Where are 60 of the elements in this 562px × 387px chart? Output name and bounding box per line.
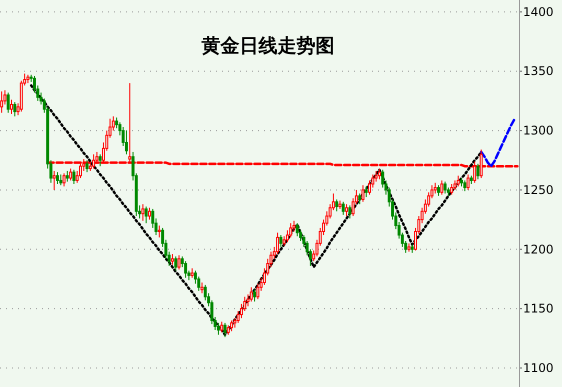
candlestick (144, 206, 148, 224)
candlestick (253, 289, 256, 302)
candlestick (52, 170, 56, 190)
candlestick (463, 180, 466, 192)
candlestick (345, 204, 348, 217)
candlestick (0, 90, 4, 114)
candlestick (178, 254, 181, 270)
candlestick (200, 282, 204, 294)
candlestick (6, 92, 10, 114)
candlestick (378, 168, 381, 180)
candlestick (437, 184, 440, 196)
candlestick (453, 180, 456, 190)
candlestick (86, 160, 89, 173)
candlestick (358, 193, 362, 205)
candlestick (59, 174, 62, 186)
candlestick (226, 324, 230, 336)
candlestick (220, 321, 224, 333)
candlestick (190, 268, 194, 278)
candlestick (148, 207, 151, 220)
candlestick (450, 184, 454, 196)
candlestick (364, 186, 368, 198)
candlestick (69, 168, 72, 181)
candlestick (250, 286, 253, 302)
y-tick-label: 1200 (523, 242, 554, 256)
candlestick (124, 130, 128, 155)
candlestick (13, 102, 16, 117)
candlestick (56, 172, 59, 185)
candlestick (456, 175, 460, 187)
y-tick-label: 1150 (523, 302, 554, 316)
candlestick (98, 154, 102, 167)
candlestick (141, 204, 144, 222)
candlestick (72, 169, 76, 185)
y-tick-label: 1400 (523, 4, 554, 19)
candlestick (230, 320, 234, 332)
text: 黄金日线走势图 (200, 35, 334, 57)
candlestick (440, 180, 444, 196)
candlestick (184, 260, 188, 278)
candlestick (224, 322, 226, 338)
candlestick (10, 99, 13, 114)
candlestick (348, 204, 352, 219)
candlestick (289, 222, 292, 238)
y-tick-label: 1250 (523, 182, 554, 197)
candlestick (361, 184, 364, 202)
candlestick (296, 222, 299, 237)
line-series (480, 118, 516, 168)
y-tick-label: 1300 (523, 124, 554, 138)
candlestick (279, 234, 282, 248)
candlestick (62, 172, 66, 187)
candlestick (434, 182, 437, 194)
candlestick (476, 163, 480, 180)
y-tick-label: 1350 (523, 64, 554, 78)
candlestick (466, 174, 470, 190)
candlestick (335, 198, 338, 212)
candlestick (342, 201, 345, 216)
candlestick (276, 232, 280, 255)
y-tick-label: 1100 (523, 361, 554, 376)
candlestick (170, 254, 174, 266)
candlestick (66, 170, 69, 182)
candlestick (444, 181, 447, 194)
candlestick (158, 225, 161, 238)
